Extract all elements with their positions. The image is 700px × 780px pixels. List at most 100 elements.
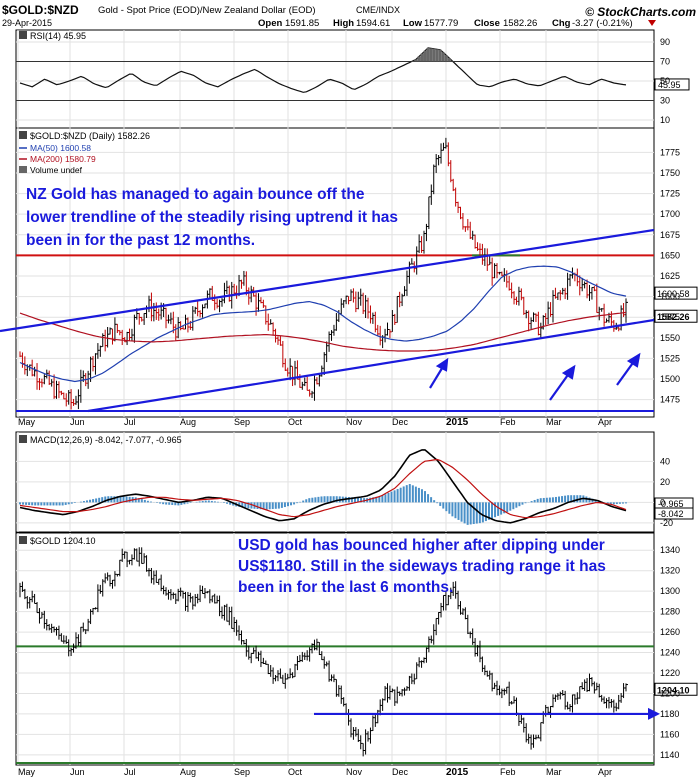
rsi-last-value: 45.95	[658, 80, 681, 90]
axis-ticks: 10 30 50 70 90 1475 1500 1525 1550 1575 1600 1625 16…	[18, 37, 680, 778]
y-tick-label: 1500	[660, 374, 680, 384]
y-tick-label: 1475	[660, 395, 680, 405]
ma200-legend-label: MA(200) 1580.79	[30, 154, 96, 164]
macd-last-value: -8.042	[658, 509, 684, 519]
y-tick-label: 1600	[660, 292, 680, 302]
x-tick-label: Jun	[70, 417, 85, 427]
x-tick-label: Sep	[234, 417, 250, 427]
chart-exchange: CME/INDX	[356, 5, 400, 15]
rsi-legend: RSI(14) 45.95	[19, 31, 86, 41]
y-tick-label: -20	[660, 518, 673, 528]
x-tick-label: Sep	[234, 767, 250, 777]
price-legend: $GOLD:$NZD (Daily) 1582.26 MA(50) 1600.5…	[19, 131, 150, 175]
series-layer: 45.95 1600.58 1582.26 -0.965-8.042 1204.10	[19, 47, 698, 757]
chart-name: Gold - Spot Price (EOD)/New Zealand Doll…	[98, 5, 316, 16]
y-tick-label: 1675	[660, 230, 680, 240]
usd-last-value: 1204.10	[657, 685, 690, 695]
brand-logo: © StockCharts.com	[585, 5, 696, 19]
macd-legend: MACD(12,26,9) -8.042, -7.077, -0.965	[19, 435, 182, 445]
chart-date: 29-Apr-2015	[2, 18, 52, 28]
close-label: Close	[474, 18, 500, 29]
rsi-last-value-box	[654, 78, 690, 91]
macd-last-value-box	[654, 507, 694, 520]
y-tick-label: 1160	[660, 729, 679, 739]
macd-legend-label: MACD(12,26,9) -8.042, -7.077, -0.965	[30, 435, 182, 445]
usd-gold-panel	[15, 532, 655, 766]
y-tick-label: 1550	[660, 333, 680, 343]
y-tick-label: 10	[660, 115, 670, 125]
x-tick-label: May	[18, 417, 36, 427]
high-value: 1594.61	[356, 18, 390, 29]
x-tick-label: Mar	[546, 417, 562, 427]
ohlc-summary: Open 1591.85 High 1594.61 Low 1577.79 Cl…	[258, 18, 656, 29]
nz-annotation: NZ Gold has managed to again bounce off …	[26, 186, 398, 249]
x-tick-label: Oct	[288, 767, 303, 777]
price-last-value: 1582.26	[657, 312, 690, 322]
y-tick-label: 40	[660, 456, 670, 466]
y-tick-label: 1625	[660, 271, 680, 281]
arrow-icon	[616, 352, 641, 386]
y-tick-label: 90	[660, 37, 670, 47]
bounce-arrows	[429, 352, 641, 401]
macd-last-value: -0.965	[658, 499, 684, 509]
usd-gold-legend-label: $GOLD 1204.10	[30, 536, 96, 546]
macd-line	[19, 449, 627, 524]
macd-signal-line	[19, 458, 627, 519]
y-tick-label: 1240	[660, 648, 680, 658]
price-last-value-box	[654, 309, 698, 323]
y-tick-label: 1220	[660, 668, 680, 678]
price-panel	[15, 127, 655, 418]
y-tick-label: 0	[660, 497, 665, 507]
arrow-right-icon	[648, 707, 660, 720]
low-label: Low	[403, 18, 423, 29]
trendlines	[0, 228, 660, 720]
y-tick-label: 1200	[660, 688, 680, 698]
x-tick-label: Oct	[288, 417, 303, 427]
chg-value: -3.27 (-0.21%)	[572, 18, 633, 29]
x-tick-label: Nov	[346, 417, 363, 427]
ma200-line	[19, 311, 627, 352]
x-tick-label: Nov	[346, 767, 363, 777]
high-label: High	[333, 18, 354, 29]
usd-annotation-line: US$1180. Still in the sideways trading r…	[238, 558, 606, 575]
y-tick-label: 1650	[660, 250, 680, 260]
y-tick-label: 1320	[660, 566, 680, 576]
x-tick-label: Aug	[180, 767, 196, 777]
x-tick-label: 2015	[446, 767, 469, 778]
volume-legend-label: Volume undef	[30, 165, 83, 175]
x-tick-label: Jul	[124, 767, 136, 777]
y-tick-label: 1260	[660, 627, 680, 637]
ma50-line	[19, 265, 627, 383]
rsi-legend-label: RSI(14) 45.95	[30, 31, 86, 41]
ma50-legend-label: MA(50) 1600.58	[30, 143, 91, 153]
reference-lines	[16, 61, 654, 764]
usd-annotation: USD gold has bounced higher after dippin…	[238, 537, 606, 596]
y-tick-label: 70	[660, 57, 670, 67]
x-tick-label: 2015	[446, 417, 469, 428]
y-tick-label: 50	[660, 76, 670, 86]
lower-trendline	[87, 318, 655, 413]
usd-annotation-line: USD gold has bounced higher after dippin…	[238, 537, 605, 554]
y-tick-label: 1575	[660, 312, 680, 322]
x-tick-label: Dec	[392, 767, 409, 777]
x-tick-label: Jun	[70, 767, 85, 777]
usd-gold-legend: $GOLD 1204.10	[19, 536, 96, 546]
y-tick-label: 1180	[660, 709, 679, 719]
x-tick-label: Feb	[500, 417, 516, 427]
nz-annotation-line: been in for the past 12 months.	[26, 232, 255, 249]
y-tick-label: 1725	[660, 189, 680, 199]
x-tick-label: Apr	[598, 767, 612, 777]
y-tick-label: 1750	[660, 168, 680, 178]
nz-annotation-line: NZ Gold has managed to again bounce off …	[26, 186, 365, 203]
y-tick-label: 30	[660, 96, 670, 106]
price-last-value-box	[654, 286, 698, 300]
x-tick-label: Jul	[124, 417, 136, 427]
low-value: 1577.79	[424, 18, 458, 29]
rsi-panel	[15, 29, 655, 129]
y-tick-label: 1340	[660, 545, 680, 555]
x-tick-label: Mar	[546, 767, 562, 777]
open-label: Open	[258, 18, 282, 29]
y-tick-label: 1775	[660, 147, 680, 157]
y-tick-label: 20	[660, 477, 670, 487]
y-tick-label: 1280	[660, 607, 680, 617]
